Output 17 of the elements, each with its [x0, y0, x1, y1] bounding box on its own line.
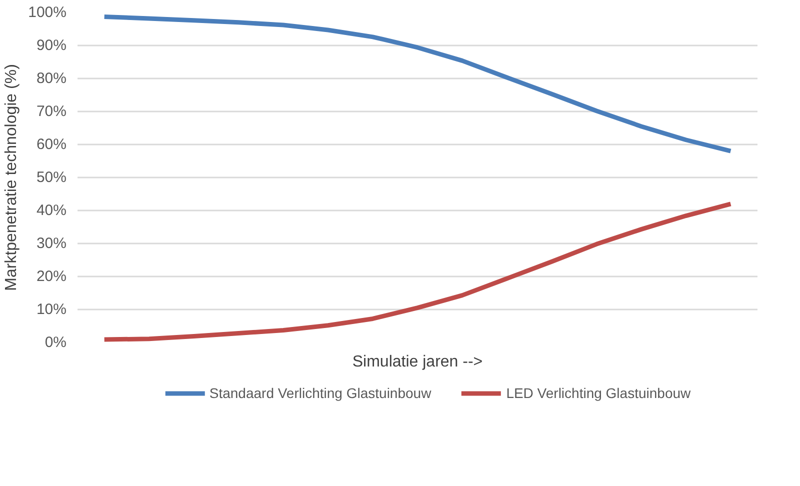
y-tick-label: 60% — [36, 136, 67, 153]
line-series — [102, 202, 733, 342]
y-tick-label: 90% — [36, 37, 67, 54]
x-axis-title: Simulatie jaren --> — [352, 354, 483, 370]
y-tick-label: 0% — [44, 334, 67, 351]
y-tick-label: 20% — [36, 268, 67, 285]
y-tick-label: 40% — [36, 202, 67, 219]
line-series — [102, 14, 733, 154]
legend-label: Standaard Verlichting Glastuinbouw — [209, 385, 432, 401]
y-axis-title: Marktpenetratie technologie (%) — [3, 64, 20, 291]
y-tick-label: 100% — [28, 4, 67, 21]
y-tick-label: 80% — [36, 70, 67, 87]
y-tick-label: 30% — [36, 235, 67, 252]
y-tick-label: 70% — [36, 103, 67, 120]
y-tick-label: 50% — [36, 169, 67, 186]
y-tick-label: 10% — [36, 301, 67, 318]
legend-label: LED Verlichting Glastuinbouw — [506, 385, 691, 401]
